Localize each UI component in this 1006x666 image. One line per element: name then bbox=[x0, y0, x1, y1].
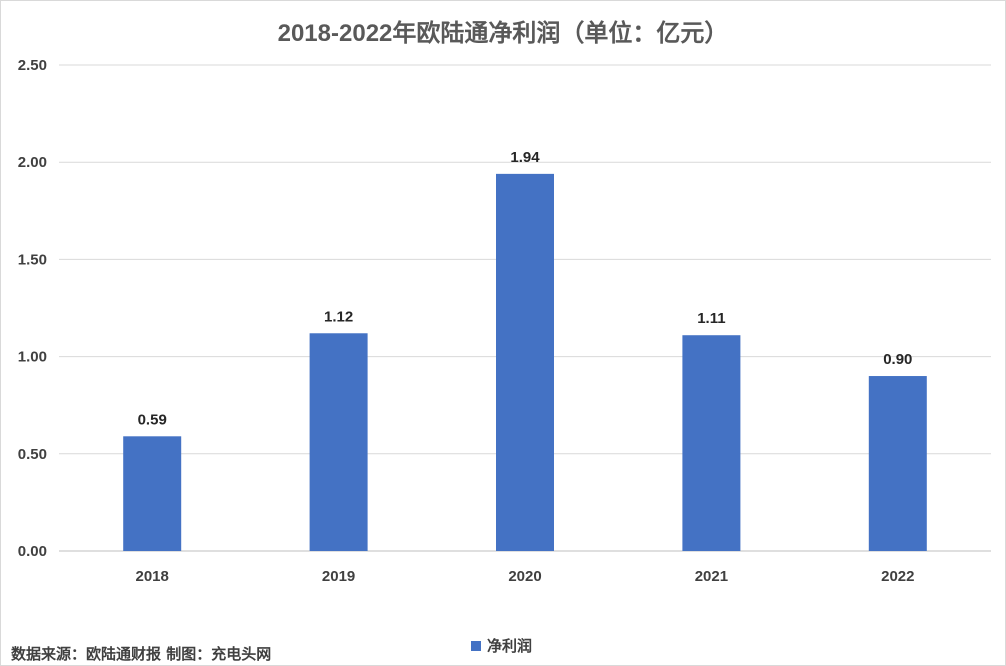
bar-2022 bbox=[868, 376, 927, 551]
bar-2021 bbox=[682, 335, 741, 551]
bar-2018 bbox=[123, 436, 182, 551]
data-label-2022: 0.90 bbox=[883, 351, 912, 368]
x-category-label: 2020 bbox=[508, 568, 541, 585]
y-axis-ticks: 0.00 0.50 1.00 1.50 2.00 2.50 bbox=[18, 57, 47, 560]
chart-title: 2018-2022年欧陆通净利润（单位：亿元） bbox=[277, 20, 729, 47]
x-category-label: 2021 bbox=[695, 568, 728, 585]
data-label-2019: 1.12 bbox=[324, 308, 353, 325]
y-tick-label: 2.50 bbox=[18, 57, 47, 74]
legend: 净利润 bbox=[471, 635, 532, 656]
data-label-2021: 1.11 bbox=[697, 310, 725, 327]
y-tick-label: 1.00 bbox=[18, 349, 47, 366]
x-category-label: 2019 bbox=[322, 568, 355, 585]
legend-swatch bbox=[471, 640, 481, 651]
data-labels: 0.59 1.12 1.94 1.11 0.90 bbox=[138, 149, 913, 428]
x-axis-categories: 2018 2019 2020 2021 2022 bbox=[136, 568, 915, 585]
data-label-2020: 1.94 bbox=[510, 149, 540, 166]
bar-2020 bbox=[496, 173, 554, 551]
bars bbox=[123, 173, 927, 551]
x-category-label: 2018 bbox=[136, 568, 169, 585]
data-label-2018: 0.59 bbox=[138, 411, 167, 428]
y-tick-label: 0.50 bbox=[18, 446, 47, 463]
legend-label: 净利润 bbox=[487, 637, 533, 655]
source-note: 数据来源：欧陆通财报 制图：充电头网 bbox=[11, 645, 272, 663]
y-tick-label: 1.50 bbox=[18, 251, 47, 268]
x-category-label: 2022 bbox=[881, 568, 914, 585]
y-tick-label: 0.00 bbox=[18, 543, 47, 560]
y-tick-label: 2.00 bbox=[18, 154, 47, 171]
bar-2019 bbox=[309, 333, 368, 551]
